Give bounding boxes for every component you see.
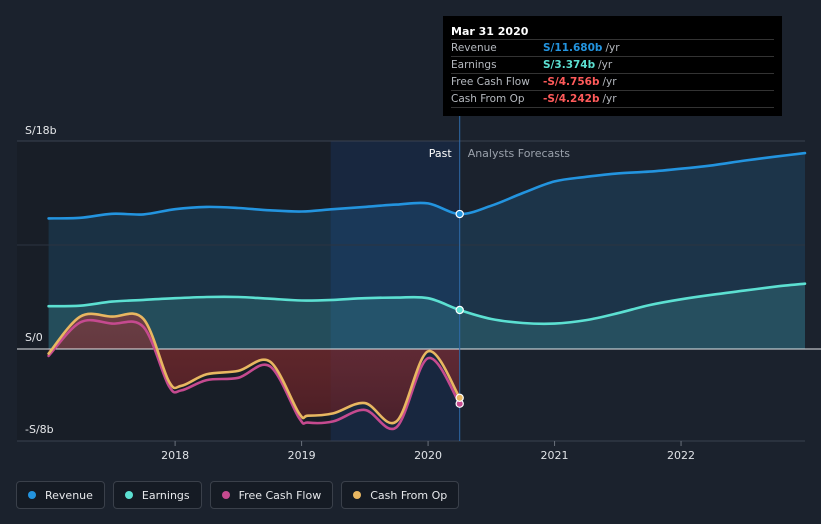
revenue-area [48, 153, 806, 349]
y-axis-label-top: S/18b [25, 124, 57, 137]
tooltip-row-revenue: Revenue S/11.680b/yr [451, 40, 774, 57]
tooltip-date: Mar 31 2020 [451, 23, 774, 40]
tooltip-row-unit: /yr [605, 42, 620, 54]
tooltip-row-unit: /yr [602, 76, 617, 88]
tooltip-row-value: -S/4.756b [543, 76, 600, 88]
tooltip-row-earnings: Earnings S/3.374b/yr [451, 57, 774, 74]
tooltip-row-label: Earnings [451, 59, 497, 71]
legend-dot-icon [124, 491, 133, 499]
cash-from-op-line [47, 312, 461, 425]
tooltip-row-value: -S/4.242b [543, 93, 600, 105]
legend-item-cash-from-op[interactable]: Cash From Op [341, 481, 460, 509]
free-cash-flow-line [47, 318, 461, 431]
revenue-line [47, 151, 807, 220]
x-tick-label: 2022 [667, 449, 695, 462]
legend-dot-icon [221, 491, 230, 499]
legend-label: Revenue [45, 488, 93, 502]
legend-label: Earnings [141, 488, 190, 502]
tooltip-row-unit: /yr [602, 93, 617, 105]
legend-item-free-cash-flow[interactable]: Free Cash Flow [209, 481, 334, 509]
tooltip-row-free-cash-flow: Free Cash Flow -S/4.756b/yr [451, 74, 774, 91]
tooltip: Mar 31 2020 Revenue S/11.680b/yr Earnings S… [443, 16, 782, 116]
tooltip-row-label: Cash From Op [451, 93, 525, 105]
earnings-point [455, 305, 464, 315]
x-tick-label: 2018 [161, 449, 189, 462]
legend-dot-icon [28, 491, 36, 499]
legend: Revenue Earnings Free Cash Flow Cash From O… [16, 481, 460, 509]
earnings-area [48, 283, 806, 349]
x-tick-label: 2020 [414, 449, 442, 462]
x-tick-label: 2021 [541, 449, 569, 462]
cash-from-op-point [455, 393, 464, 402]
y-axis-label-zero: S/0 [25, 331, 43, 344]
past-label: Past [429, 147, 453, 160]
legend-label: Cash From Op [370, 488, 448, 502]
tooltip-row-label: Free Cash Flow [451, 76, 530, 88]
revenue-point [455, 209, 464, 219]
tooltip-row-value: S/11.680b [543, 42, 603, 54]
forecast-label: Analysts Forecasts [468, 147, 571, 160]
legend-label: Free Cash Flow [238, 488, 322, 502]
tooltip-row-value: S/3.374b [543, 59, 596, 71]
tooltip-row-unit: /yr [598, 59, 613, 71]
legend-item-earnings[interactable]: Earnings [112, 481, 202, 509]
tooltip-row-label: Revenue [451, 42, 497, 54]
x-tick-label: 2019 [288, 449, 316, 462]
y-axis-label-bottom: -S/8b [25, 423, 54, 436]
earnings-line [47, 282, 807, 326]
legend-dot-icon [353, 491, 362, 499]
tooltip-row-cash-from-op: Cash From Op -S/4.242b/yr [451, 91, 774, 108]
legend-item-revenue[interactable]: Revenue [16, 481, 105, 509]
